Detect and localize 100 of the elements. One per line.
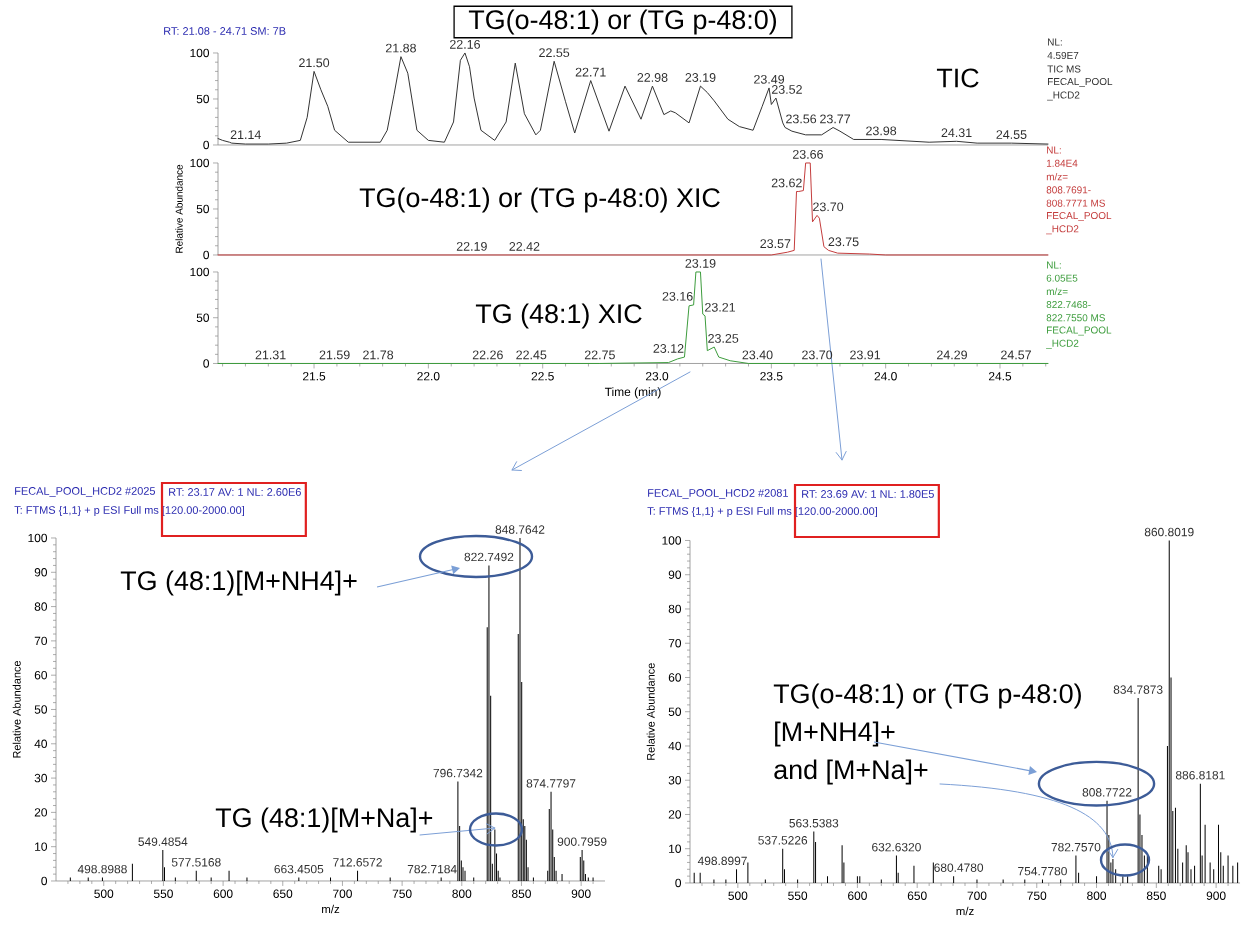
annotation: 498.8997 <box>697 856 747 866</box>
y-tick-label: 90 <box>34 568 48 577</box>
annotation: 23.56 <box>786 114 817 124</box>
annotation: TG (48:1)[M+NH4]+ <box>120 570 357 596</box>
annotation: TG(o-48:1) or (TG p-48:0) XIC <box>359 187 720 213</box>
annotation: 712.6572 <box>333 858 382 867</box>
x-tick-label: 800 <box>452 889 472 898</box>
annotation: 21.14 <box>230 130 261 139</box>
annotation: 23.62 <box>771 178 802 188</box>
annotation: 24.29 <box>937 350 967 360</box>
annotation: 22.71 <box>575 67 606 77</box>
annotation: 4.59E7 <box>1047 51 1079 60</box>
annotation: 1.84E4 <box>1046 159 1078 167</box>
x-tick-label: 22.0 <box>417 372 440 381</box>
annotation: 21.78 <box>363 350 394 360</box>
annotation: m/z= <box>1046 287 1068 296</box>
y-tick-label: 60 <box>668 673 682 682</box>
annotation: 563.5383 <box>789 818 839 828</box>
y-tick-label: 50 <box>34 705 48 714</box>
x-tick-label: 750 <box>1027 891 1047 900</box>
x-tick-label: 500 <box>94 889 114 898</box>
annotation: 900.7959 <box>557 837 607 846</box>
annotation: TIC MS <box>1047 65 1081 73</box>
annotation: TIC <box>936 68 979 88</box>
y-tick-label: 70 <box>668 639 682 648</box>
annotation: 680.4780 <box>934 863 984 872</box>
annotation: 23.16 <box>662 291 693 301</box>
x-tick-label: 700 <box>967 891 987 900</box>
annotation: 782.7184 <box>407 864 457 874</box>
x-tick-label: 24.0 <box>874 372 897 381</box>
annotation: 822.7492 <box>464 552 514 562</box>
chart-subtitle: RT: 21.08 - 24.71 SM: 7B <box>164 27 286 35</box>
annotation: 822.7468- <box>1046 301 1091 309</box>
annotation: 22.98 <box>637 73 668 82</box>
text: FECAL_POOL <box>1048 78 1113 87</box>
annotation: TG (48:1) XIC <box>475 303 642 329</box>
annotation: 886.8181 <box>1175 771 1225 780</box>
annotation: 22.16 <box>450 39 480 49</box>
annotation: 23.66 <box>792 149 823 159</box>
y-tick-label: 0 <box>203 250 210 260</box>
text: NL: <box>1047 146 1061 154</box>
annotation: 808.7722 <box>1082 788 1132 797</box>
text: RT: 23.69 AV: 1 NL: 1.80E5 <box>802 490 934 498</box>
annotation: TG (48:1)[M+Na]+ <box>215 807 433 833</box>
chart-subtitle: T: FTMS {1,1} + p ESI Full ms [120.00-2000.00] <box>647 506 877 518</box>
y-tick-label: 0 <box>203 359 210 368</box>
text: NL: <box>1047 261 1061 269</box>
y-tick-label: 50 <box>196 313 210 322</box>
annotation: 860.8019 <box>1144 527 1194 537</box>
annotation: 23.19 <box>685 258 716 268</box>
x-tick-label: 600 <box>213 889 233 898</box>
y-tick-label: 30 <box>34 773 48 783</box>
x-tick-label: 23.5 <box>760 372 783 381</box>
x-axis-title: m/z <box>322 904 340 914</box>
annotation: 23.40 <box>742 350 773 360</box>
annotation: 21.31 <box>255 350 286 360</box>
annotation: 21.50 <box>299 58 330 68</box>
x-tick-label: 550 <box>788 891 808 900</box>
annotation: 24.31 <box>941 128 972 138</box>
annotation: 23.77 <box>820 114 851 124</box>
annotation: _HCD2 <box>1046 339 1079 349</box>
annotation: FECAL_POOL <box>1047 326 1112 336</box>
x-axis-title: m/z <box>956 906 974 916</box>
annotation: 21.59 <box>319 350 350 360</box>
x-tick-label: 850 <box>512 889 531 898</box>
y-tick-label: 40 <box>668 741 682 751</box>
annotation: 22.19 <box>456 241 487 251</box>
y-tick-label: 0 <box>675 878 682 888</box>
annotation: 21.88 <box>385 43 416 53</box>
annotation: 22.45 <box>516 350 547 360</box>
annotation: 23.70 <box>813 202 844 212</box>
annotation: 22.26 <box>472 350 503 360</box>
annotation: 754.7780 <box>1018 866 1067 876</box>
annotation: 782.7570 <box>1051 842 1101 852</box>
annotation: 23.52 <box>771 85 802 94</box>
y-axis-title: Relative Abundance <box>646 663 655 760</box>
x-tick-label: 650 <box>273 889 293 898</box>
annotation: 23.19 <box>685 73 716 82</box>
x-tick-label: 850 <box>1146 891 1166 900</box>
annotation: 537.5226 <box>758 836 808 845</box>
y-tick-label: 90 <box>668 570 682 579</box>
annotation: 23.25 <box>708 334 739 343</box>
annotation: 23.70 <box>802 350 833 360</box>
x-axis-title: Time (min) <box>604 387 661 399</box>
y-tick-label: 20 <box>34 808 48 817</box>
y-tick-label: 80 <box>668 604 682 614</box>
y-tick-label: 10 <box>669 844 682 853</box>
y-tick-label: 10 <box>35 842 48 851</box>
annotation: 24.57 <box>1001 350 1031 360</box>
annotation: 23.49 <box>754 74 785 84</box>
annotation: TG(o-48:1) or (TG p-48:0) <box>773 683 1081 709</box>
annotation: 23.57 <box>760 239 791 249</box>
annotation: 577.5168 <box>171 858 221 867</box>
x-tick-label: 24.5 <box>988 372 1012 381</box>
x-tick-label: 800 <box>1087 891 1107 900</box>
x-tick-label: 700 <box>333 889 352 898</box>
annotation: 24.55 <box>996 130 1027 139</box>
annotation: _HCD2 <box>1047 91 1080 101</box>
annotation: 498.8988 <box>77 864 127 874</box>
y-tick-label: 50 <box>196 204 210 214</box>
